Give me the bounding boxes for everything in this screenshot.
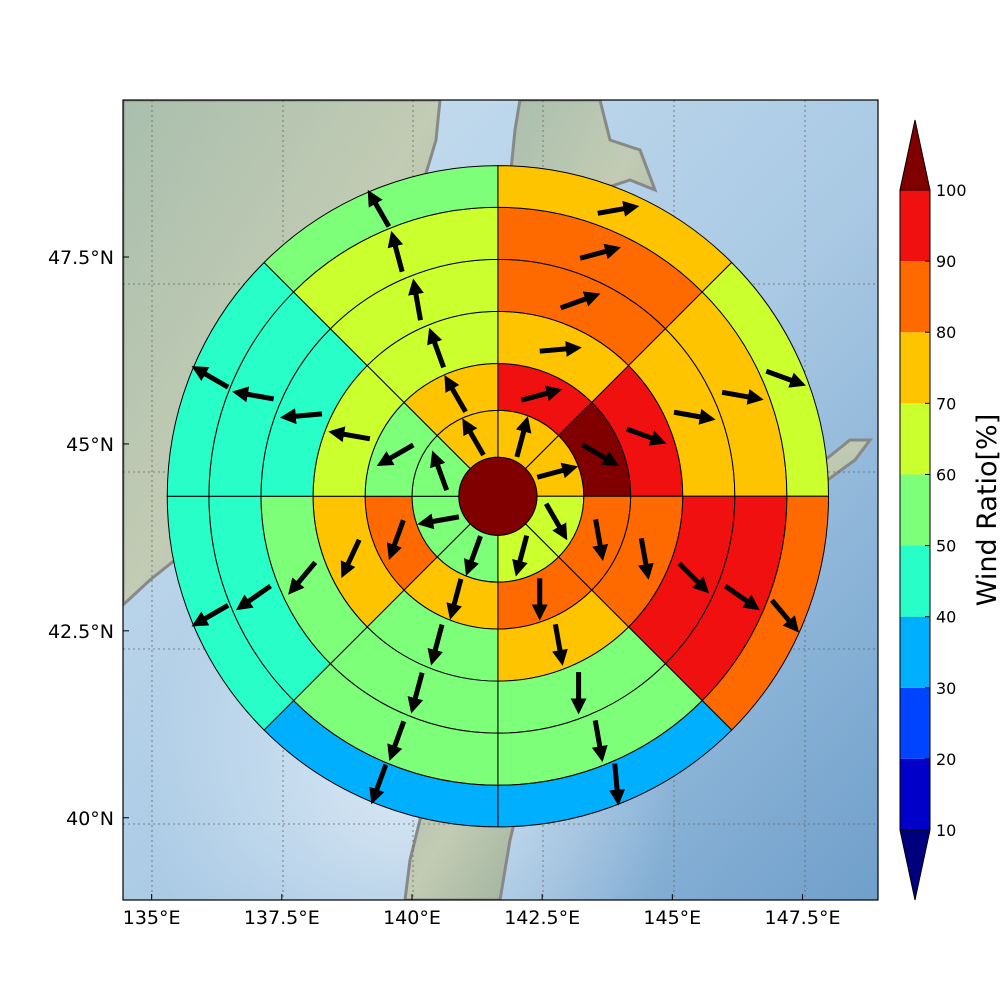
colorbar-tick-label: 90 — [936, 252, 956, 271]
wind-arrow-r3-s6 — [340, 538, 362, 579]
wind-arrow-r2-s6 — [386, 519, 406, 560]
map-area — [123, 100, 878, 900]
wind-arrow-r1-s7 — [430, 450, 450, 492]
colorbar-segment — [900, 261, 930, 333]
x-tick-label: 142.5°E — [504, 907, 580, 929]
wind-arrow-r3-s3 — [637, 537, 654, 580]
wind-arrow-r5-s2 — [721, 389, 764, 405]
wind-arrow-r2-s1 — [520, 385, 563, 403]
wind-arrow-r1-s5 — [463, 535, 483, 576]
wind-arrow-r5-s5 — [387, 720, 407, 762]
colorbar-tick-label: 20 — [936, 750, 956, 769]
wind-arrow-r6-s4 — [609, 763, 626, 806]
wind-arrow-r5-s3 — [723, 583, 760, 611]
wind-arrow-r2-s8 — [444, 375, 468, 413]
map-frame — [122, 99, 879, 901]
wind-arrow-r6-s3 — [769, 598, 800, 633]
wind-arrow-r1-s8 — [462, 418, 486, 457]
x-tick-label: 140°E — [383, 907, 441, 929]
colorbar-tick-label: 50 — [936, 537, 956, 556]
wind-arrow-r3-s7 — [328, 426, 371, 443]
y-axis: 40°N 42.5°N 45°N 47.5°N — [48, 247, 129, 830]
wind-arrow-r4-s6 — [288, 560, 318, 595]
wind-arrow-r6-s1 — [597, 200, 640, 217]
wind-arrow-r3-s1 — [539, 340, 582, 357]
wind-arrow-r6-s6 — [191, 603, 230, 627]
wind-arrow-r4-s3 — [677, 561, 710, 594]
wind-arrow-r5-s8 — [387, 230, 405, 273]
colorbar-segment — [900, 190, 930, 262]
wind-arrow-r3-s2 — [625, 426, 667, 446]
colorbar-tick-label: 100 — [936, 181, 967, 200]
wind-arrow-r3-s4 — [552, 623, 568, 666]
wind-arrow-r3-s8 — [427, 327, 446, 369]
y-tick-label: 45°N — [66, 434, 114, 456]
wind-arrow-r6-s2 — [765, 368, 806, 388]
colorbar-segment — [900, 403, 930, 475]
y-tick-label: 47.5°N — [48, 247, 114, 269]
colorbar-segment — [900, 545, 930, 617]
colorbar-tick-label: 40 — [936, 608, 956, 627]
colorbar-segment — [900, 687, 930, 759]
wind-arrow-r1-s3 — [543, 502, 568, 541]
colorbar-tick-label: 60 — [936, 465, 956, 484]
wind-arrow-r1-s4 — [512, 534, 530, 577]
colorbar-under-arrow — [899, 829, 931, 901]
wind-arrow-r5-s1 — [579, 243, 621, 261]
x-tick-label: 137.5°E — [244, 907, 320, 929]
wind-arrow-r2-s7 — [376, 442, 415, 467]
wind-arrow-r5-s7 — [232, 386, 275, 403]
wind-sectors — [166, 165, 830, 828]
wind-arrow-r1-s2 — [536, 462, 579, 480]
wind-arrow-r4-s2 — [673, 408, 716, 425]
colorbar-segment — [900, 332, 930, 404]
x-axis: 135°E 137.5°E 140°E 142.5°E 145°E 147.5°E — [123, 894, 841, 929]
colorbar-tick-label: 70 — [936, 394, 956, 413]
wind-arrow-r4-s1 — [559, 291, 601, 311]
sector-r6-s8 — [263, 165, 499, 293]
wind-arrow-r5-s4 — [591, 720, 608, 763]
wind-arrow-r1-s6 — [417, 513, 460, 530]
wind-arrow-r2-s3 — [592, 518, 609, 562]
wind-arrows — [191, 189, 806, 806]
colorbar: 10 20 30 40 50 60 70 80 90 100 — [899, 119, 967, 901]
colorbar-tick-label: 10 — [936, 821, 956, 840]
y-tick-label: 40°N — [66, 808, 114, 830]
colorbar-segment — [900, 474, 930, 546]
wind-arrow-r4-s8 — [408, 278, 424, 321]
x-tick-label: 135°E — [123, 907, 181, 929]
center-cell — [458, 456, 538, 536]
wind-arrow-r6-s8 — [367, 189, 392, 228]
colorbar-segment — [900, 758, 930, 830]
wind-arrow-r6-s7 — [191, 366, 230, 390]
colorbar-label: Wind Ratio[%] — [972, 414, 1000, 606]
wind-arrow-r3-s5 — [427, 623, 445, 666]
colorbar-tick-label: 30 — [936, 679, 956, 698]
y-tick-label: 42.5°N — [48, 621, 114, 643]
wind-arrow-r2-s5 — [446, 578, 464, 620]
x-tick-label: 147.5°E — [765, 907, 841, 929]
wind-arrow-r6-s5 — [369, 763, 389, 805]
wind-arrow-r4-s7 — [279, 408, 323, 425]
x-tick-label: 145°E — [643, 907, 701, 929]
wind-arrow-r4-s5 — [407, 672, 425, 714]
colorbar-segment — [900, 616, 930, 688]
colorbar-frame — [899, 189, 931, 831]
wind-arrow-r5-s6 — [235, 583, 272, 611]
colorbar-tick-label: 80 — [936, 323, 956, 342]
colorbar-over-arrow — [899, 119, 931, 191]
wind-arrow-r1-s1 — [514, 416, 532, 458]
wind-arrow-r2-s2 — [581, 442, 620, 467]
